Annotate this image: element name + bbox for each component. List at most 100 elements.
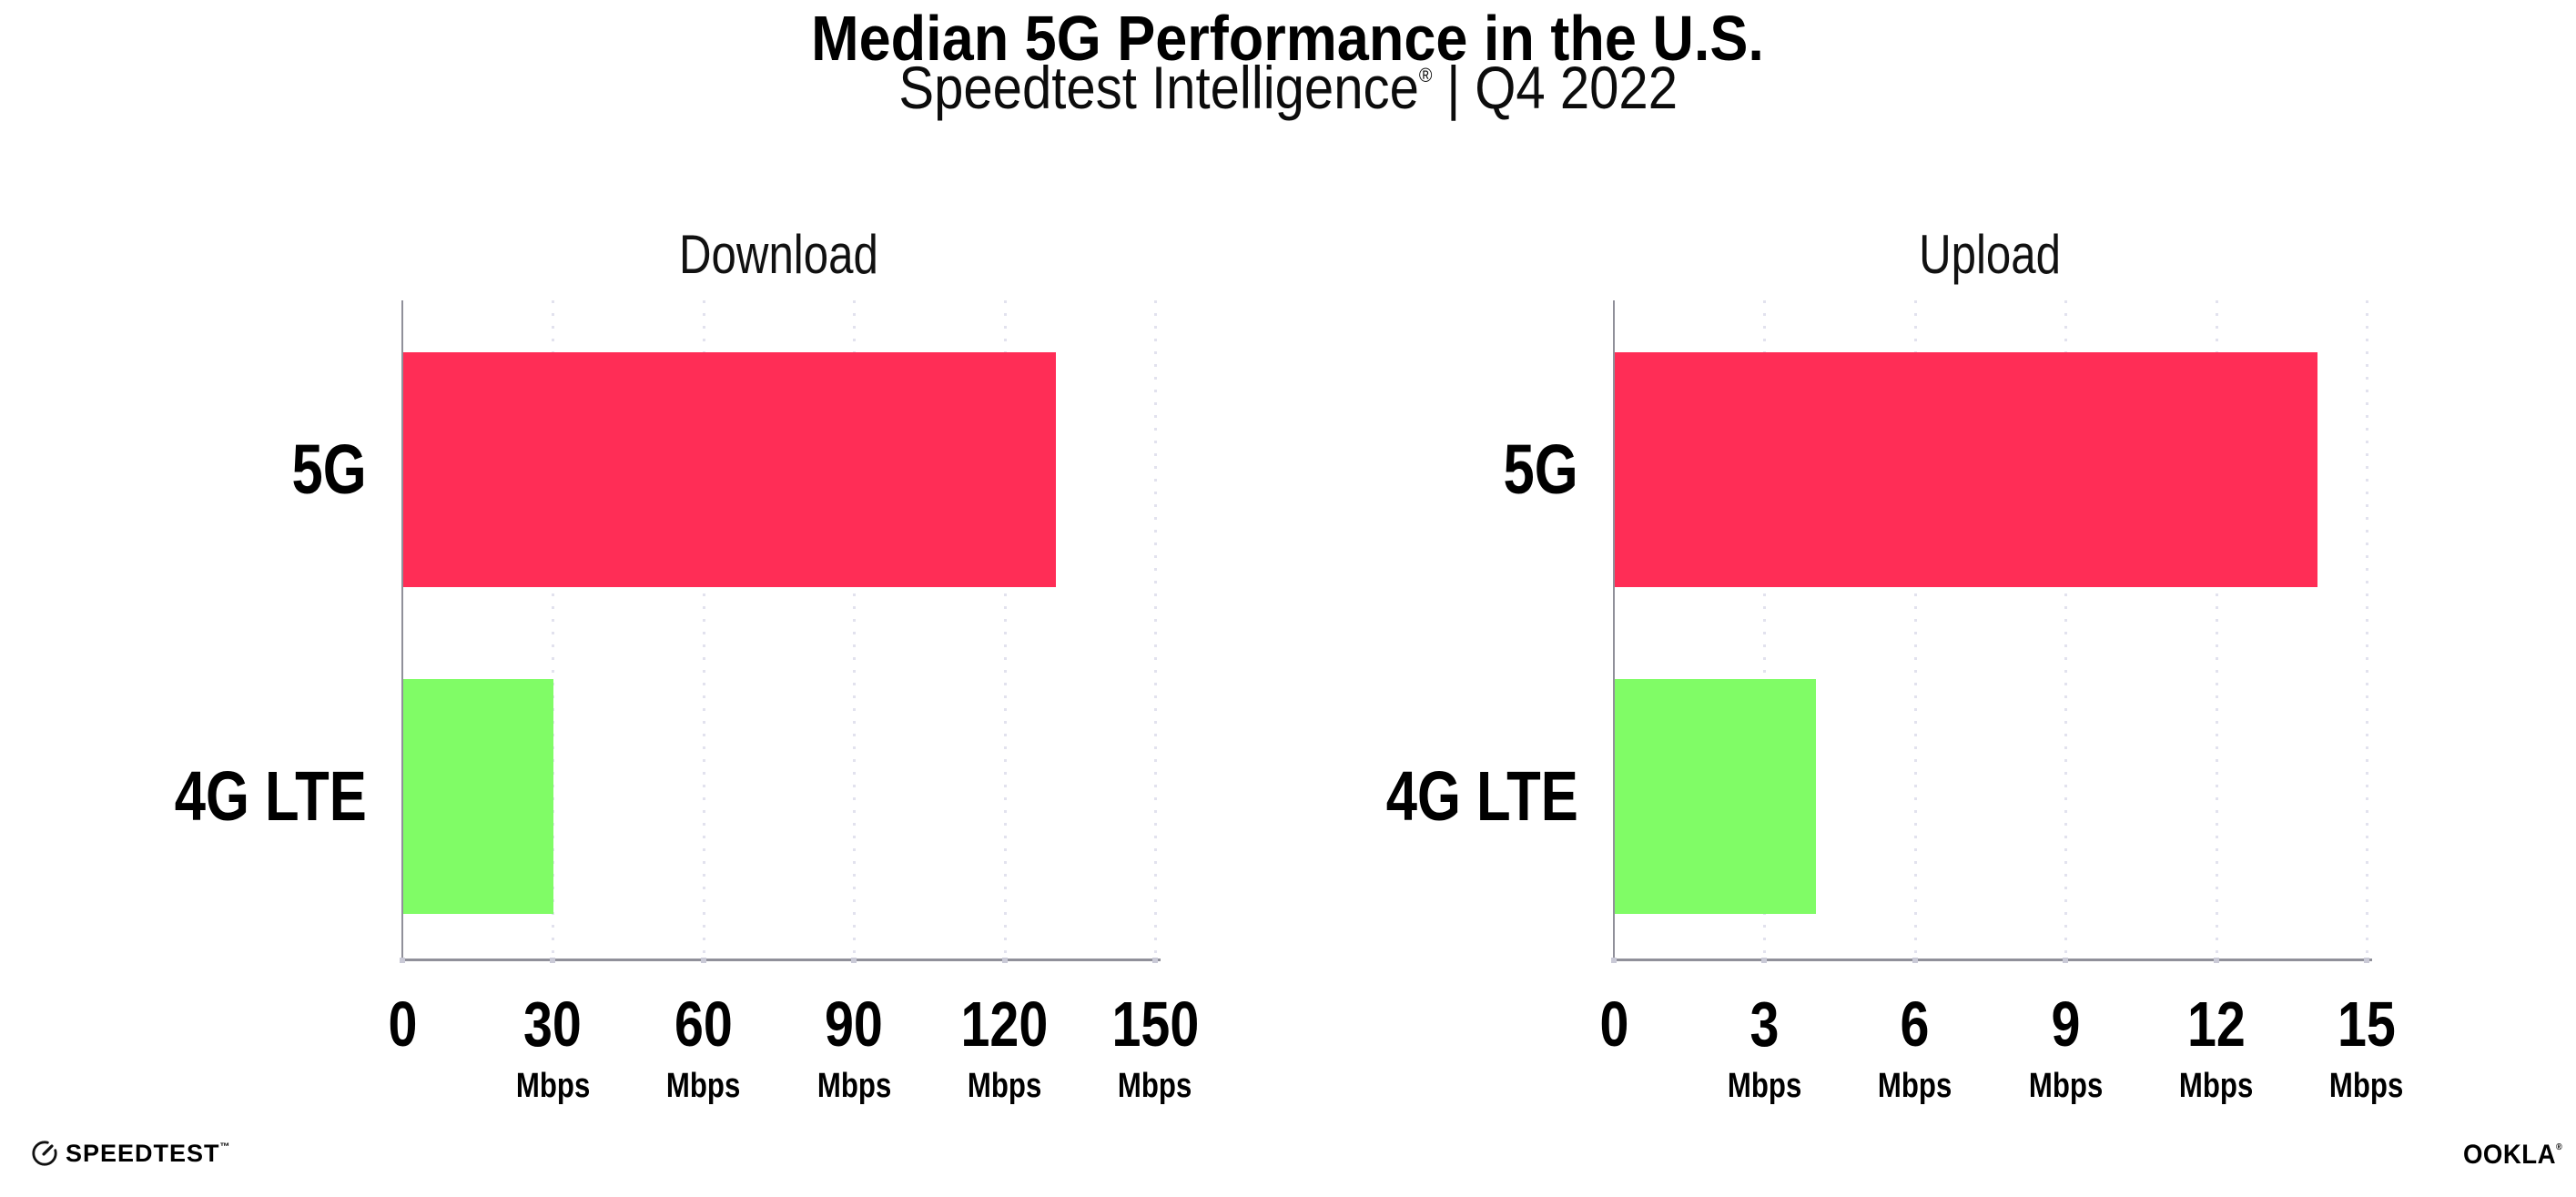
axis-tick-dot-150: [1152, 958, 1158, 963]
x-axis: [1611, 959, 2372, 961]
speedtest-trademark-symbol: ™: [219, 1141, 230, 1152]
x-tick-label-text: 15: [2338, 989, 2396, 1060]
page-subtitle-text: Speedtest Intelligence® | Q4 2022: [898, 56, 1678, 119]
category-label-text: 5G: [291, 431, 367, 509]
page-title: Median 5G Performance in the U.S.: [0, 5, 2576, 73]
axis-tick-dot-6: [1912, 958, 1918, 963]
category-label-4g-lte: 4G LTE: [1123, 762, 1578, 832]
x-tick-label-30: 30: [434, 992, 671, 1056]
ookla-trademark-symbol: ®: [2555, 1142, 2563, 1152]
x-tick-unit-text: Mbps: [666, 1067, 741, 1105]
ookla-logo: OOKLA®: [2463, 1141, 2571, 1169]
bar-4g-lte: [1615, 679, 1816, 914]
x-tick-unit-text: Mbps: [515, 1067, 591, 1105]
x-tick-label-text: 90: [825, 989, 884, 1060]
x-tick-label-9: 9: [1947, 992, 2184, 1056]
axis-tick-dot-9: [2063, 958, 2069, 963]
x-tick-unit-120: Mbps: [887, 1069, 1123, 1103]
gridline-120: [1003, 300, 1007, 959]
y-axis: [1613, 300, 1615, 961]
chart-title-upload-text: Upload: [1919, 224, 2062, 285]
axis-tick-dot-12: [2213, 958, 2219, 963]
gridline-6: [1913, 300, 1917, 959]
x-tick-unit-3: Mbps: [1646, 1069, 1882, 1103]
y-axis: [401, 300, 403, 961]
subtitle-period: Q4 2022: [1475, 54, 1678, 121]
x-tick-label-150: 150: [1037, 992, 1273, 1056]
category-label-text: 4G LTE: [174, 757, 367, 836]
axis-tick-dot-0: [1611, 958, 1617, 963]
chart-title-upload: Upload: [1614, 228, 2367, 282]
registered-trademark-symbol: ®: [1418, 64, 1433, 86]
speedtest-gauge-icon: [31, 1140, 58, 1167]
x-tick-unit-6: Mbps: [1797, 1069, 2033, 1103]
x-tick-unit-9: Mbps: [1947, 1069, 2184, 1103]
gridline-60: [702, 300, 705, 959]
speedtest-wordmark: SPEEDTEST™: [66, 1141, 230, 1166]
x-tick-label-text: 150: [1111, 989, 1199, 1060]
category-label-text: 4G LTE: [1385, 757, 1578, 836]
x-tick-label-0: 0: [284, 992, 521, 1056]
axis-tick-dot-15: [2364, 958, 2369, 963]
bar-5g: [1615, 352, 2317, 587]
ookla-wordmark: OOKLA®: [2463, 1140, 2571, 1170]
x-tick-label-text: 3: [1749, 989, 1780, 1060]
x-axis: [400, 959, 1161, 961]
speedtest-label: SPEEDTEST: [66, 1139, 220, 1167]
axis-tick-dot-0: [400, 958, 405, 963]
x-tick-label-12: 12: [2098, 992, 2335, 1056]
x-tick-label-120: 120: [887, 992, 1123, 1056]
x-tick-unit-text: Mbps: [1878, 1067, 1952, 1105]
x-tick-label-text: 0: [388, 989, 417, 1060]
x-tick-unit-90: Mbps: [735, 1069, 972, 1103]
x-tick-label-text: 0: [1599, 989, 1628, 1060]
x-tick-label-text: 6: [1900, 989, 1930, 1060]
x-tick-label-text: 60: [674, 989, 733, 1060]
axis-tick-dot-60: [700, 958, 706, 963]
x-tick-unit-text: Mbps: [967, 1067, 1042, 1105]
x-tick-unit-15: Mbps: [2248, 1069, 2485, 1103]
subtitle-separator: |: [1446, 54, 1461, 121]
gridline-30: [552, 300, 555, 959]
x-tick-label-3: 3: [1646, 992, 1882, 1056]
x-tick-unit-text: Mbps: [2028, 1067, 2103, 1105]
axis-tick-dot-30: [550, 958, 556, 963]
bar-4g-lte: [403, 679, 554, 914]
x-tick-label-text: 120: [960, 989, 1049, 1060]
bar-5g: [403, 352, 1056, 587]
x-tick-label-0: 0: [1496, 992, 1732, 1056]
x-tick-unit-text: Mbps: [1118, 1067, 1192, 1105]
chart-title-download: Download: [402, 228, 1155, 282]
page-subtitle: Speedtest Intelligence® | Q4 2022: [0, 56, 2576, 119]
gridline-150: [1154, 300, 1157, 959]
gridline-12: [2215, 300, 2218, 959]
axis-tick-dot-3: [1761, 958, 1768, 963]
x-tick-label-15: 15: [2248, 992, 2485, 1056]
x-tick-label-90: 90: [735, 992, 972, 1056]
x-tick-unit-text: Mbps: [1727, 1067, 1802, 1105]
ookla-label: OOKLA®: [2463, 1141, 2562, 1169]
page-title-text: Median 5G Performance in the U.S.: [811, 3, 1765, 74]
x-tick-label-text: 9: [2051, 989, 2081, 1060]
x-tick-unit-12: Mbps: [2098, 1069, 2335, 1103]
category-label-5g: 5G: [0, 435, 367, 505]
x-tick-unit-30: Mbps: [434, 1069, 671, 1103]
x-tick-unit-text: Mbps: [816, 1067, 891, 1105]
category-label-5g: 5G: [1123, 435, 1578, 505]
category-label-4g-lte: 4G LTE: [0, 762, 367, 832]
speedtest-logo: SPEEDTEST™: [31, 1138, 230, 1169]
x-tick-unit-text: Mbps: [2178, 1067, 2254, 1105]
category-label-text: 5G: [1503, 431, 1578, 509]
x-tick-unit-text: Mbps: [2329, 1067, 2404, 1105]
axis-tick-dot-90: [851, 958, 857, 963]
chart-title-download-text: Download: [679, 224, 878, 285]
x-tick-label-60: 60: [585, 992, 822, 1056]
gridline-15: [2366, 300, 2368, 959]
x-tick-label-6: 6: [1797, 992, 2033, 1056]
x-tick-unit-60: Mbps: [585, 1069, 822, 1103]
gridline-90: [853, 300, 857, 959]
ookla-label-text: OOKLA: [2463, 1140, 2556, 1170]
gridline-9: [2064, 300, 2068, 959]
subtitle-brand: Speedtest Intelligence: [898, 54, 1419, 121]
